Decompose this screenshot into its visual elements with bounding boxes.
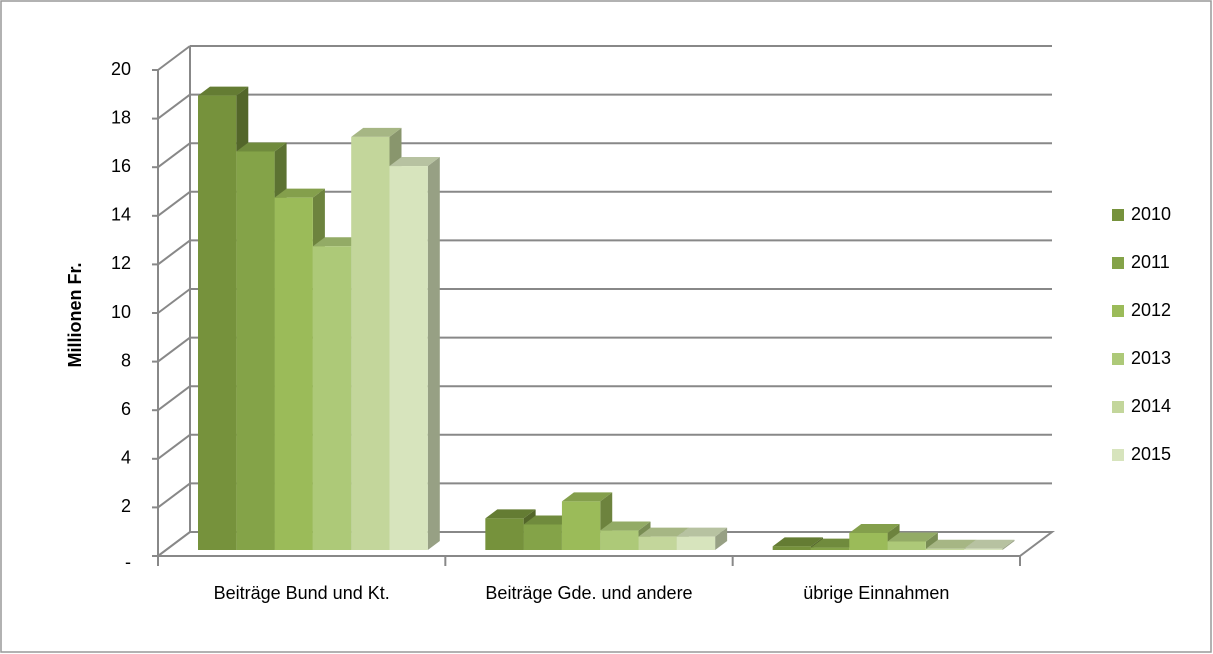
- y-tick-label: -: [125, 552, 131, 572]
- grid-line-side: [157, 385, 191, 412]
- bar: [351, 136, 390, 550]
- bar-top: [810, 538, 862, 548]
- bar: [810, 547, 850, 550]
- bar-side: [925, 532, 938, 550]
- legend-label: 2013: [1131, 348, 1171, 368]
- bar: [312, 246, 352, 550]
- bar: [389, 166, 428, 550]
- bar: [676, 536, 716, 550]
- y-tick-label: 14: [111, 205, 131, 225]
- grid-line-side: [157, 531, 191, 557]
- bar-top: [676, 527, 728, 537]
- y-tick-label: 20: [111, 59, 131, 79]
- bar-top: [351, 127, 402, 137]
- bar: [638, 536, 677, 550]
- bar-top: [389, 157, 440, 167]
- legend-label: 2011: [1131, 252, 1170, 272]
- y-tick-label: 16: [111, 156, 131, 176]
- bar-top: [964, 539, 1015, 549]
- bar-top: [312, 237, 364, 247]
- bar-top: [523, 515, 574, 525]
- grid-line-side: [157, 93, 191, 120]
- grid-line-side: [157, 336, 191, 363]
- legend-swatch: [1112, 305, 1124, 317]
- legend-label: 2012: [1131, 300, 1171, 320]
- y-tick-label: 10: [111, 302, 131, 322]
- bar: [274, 197, 313, 550]
- bar-top: [638, 527, 689, 537]
- x-tick-label: Beiträge Gde. und andere: [485, 583, 693, 603]
- legend-label: 2014: [1131, 396, 1171, 416]
- grid-line-side: [157, 45, 191, 71]
- bar: [925, 548, 965, 550]
- bar: [523, 524, 562, 550]
- bar-top: [925, 539, 977, 549]
- bar: [198, 95, 237, 550]
- bar: [964, 548, 1003, 550]
- grid-line-side: [157, 239, 191, 266]
- bar-top: [849, 523, 900, 533]
- x-tick-label: Beiträge Bund und Kt.: [213, 583, 390, 603]
- y-axis-label: Millionen Fr.: [65, 262, 85, 367]
- legend-swatch: [1112, 353, 1124, 365]
- bar-top: [772, 537, 823, 547]
- y-tick-label: 6: [121, 399, 131, 419]
- grid-line-side: [157, 482, 191, 509]
- bar: [849, 532, 888, 550]
- bar-side: [715, 527, 728, 550]
- bar-top: [274, 188, 325, 198]
- bar: [485, 518, 524, 550]
- y-tick-label: 18: [111, 107, 131, 127]
- grid-line-side: [157, 191, 191, 217]
- bar-top: [600, 521, 651, 531]
- bar: [600, 530, 639, 550]
- bar-side: [1002, 539, 1015, 550]
- bar-top: [887, 532, 938, 542]
- legend-swatch: [1112, 209, 1124, 221]
- bar-top: [561, 492, 613, 502]
- legend-swatch: [1112, 401, 1124, 413]
- legend-label: 2010: [1131, 204, 1171, 224]
- legend-label: 2015: [1131, 444, 1171, 464]
- x-tick-label: übrige Einnahmen: [803, 583, 950, 603]
- bar: [236, 151, 275, 551]
- bar-side: [427, 157, 440, 550]
- bar-top: [236, 142, 287, 152]
- grid-line-side: [157, 288, 191, 314]
- bar-top: [198, 86, 249, 96]
- bar: [772, 546, 811, 550]
- bar-top: [485, 509, 536, 519]
- grid-line-side: [157, 433, 191, 460]
- y-tick-label: 4: [121, 448, 131, 468]
- y-tick-label: 8: [121, 350, 131, 370]
- y-tick-label: 2: [121, 496, 131, 516]
- grid-line-side: [157, 142, 191, 168]
- legend-swatch: [1112, 257, 1124, 269]
- y-tick-label: 12: [111, 253, 131, 273]
- bar: [887, 541, 926, 550]
- bar: [561, 501, 601, 550]
- legend-swatch: [1112, 449, 1124, 461]
